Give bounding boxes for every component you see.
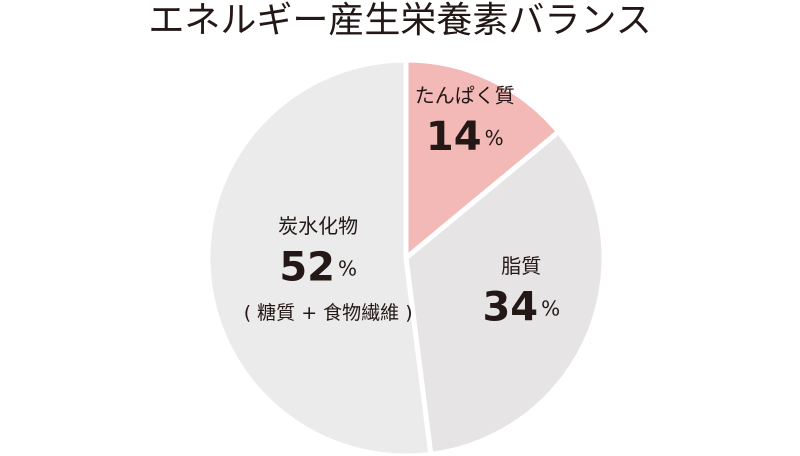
slice-label: 炭水化物 [278,214,358,238]
value-number: 14 [426,114,482,160]
slice-label: たんぱく質 [415,84,515,108]
slice-value: 52% [279,245,357,291]
pie-slice [205,57,434,456]
chart-title: エネルギー産生栄養素バランス [148,0,651,41]
value-unit: % [485,126,504,150]
value-number: 34 [482,285,538,331]
slice-value: 14% [426,114,504,160]
value-unit: % [338,256,357,280]
value-unit: % [541,296,560,320]
slice-note: ( 糖質 + 食物繊維 ) [244,302,413,324]
slices [205,57,607,456]
pie-slice [403,129,607,456]
slice-label: 脂質 [501,254,541,278]
slice-value: 34% [482,285,560,331]
value-number: 52 [279,245,335,291]
pie-slice [403,57,562,261]
